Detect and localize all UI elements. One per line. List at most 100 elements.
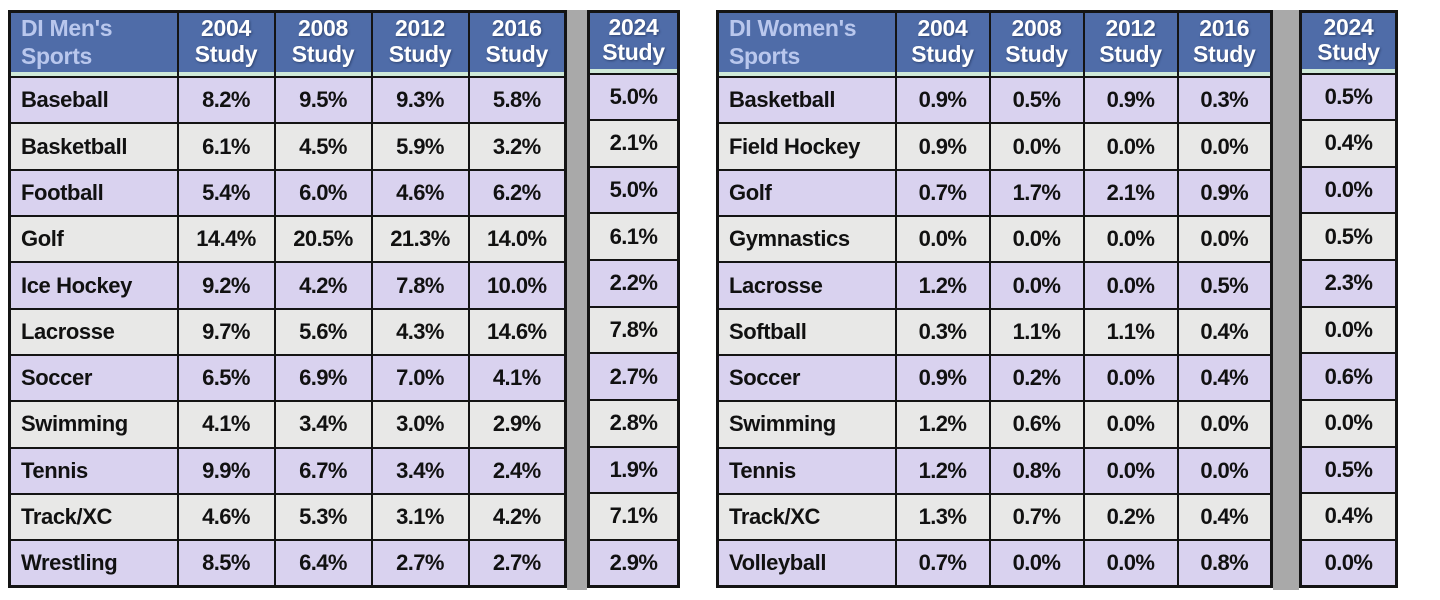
year-text: 2012 [1105, 15, 1156, 42]
value-cell: 6.5% [176, 353, 276, 403]
table-row: Baseball 8.2% 9.5% 9.3% 5.8% [8, 76, 567, 125]
year-text: 2004 [917, 15, 968, 42]
value-cell: 3.0% [370, 400, 470, 449]
value-cell: 7.0% [370, 353, 470, 403]
extra-value-cell: 0.4% [1299, 492, 1398, 541]
year-text: 2024 [608, 13, 659, 40]
extra-table-row: 6.1% [587, 212, 680, 261]
extra-table-row: 5.0% [587, 165, 680, 215]
sport-name-cell: Soccer [716, 353, 897, 403]
value-cell: 1.3% [894, 492, 991, 542]
value-cell: 6.4% [273, 539, 373, 588]
value-cell: 0.3% [1176, 76, 1273, 125]
study-text: Study [1193, 41, 1256, 68]
value-cell: 0.0% [894, 215, 991, 264]
table-row: Track/XC 1.3% 0.7% 0.2% 0.4% [716, 492, 1273, 542]
value-cell: 0.9% [1082, 76, 1179, 125]
value-cell: 8.2% [176, 76, 276, 125]
value-cell: 0.0% [988, 215, 1085, 264]
women-table-group: DI Women's Sports 2004 Study 2008 Study … [716, 10, 1398, 590]
table-row: Golf 14.4% 20.5% 21.3% 14.0% [8, 215, 567, 264]
table-row: Volleyball 0.7% 0.0% 0.0% 0.8% [716, 539, 1273, 588]
study-text: Study [485, 41, 549, 68]
men-col-2008: 2008 Study [273, 10, 373, 79]
extra-value-cell: 0.5% [1299, 72, 1398, 122]
table-row: Field Hockey 0.9% 0.0% 0.0% 0.0% [716, 122, 1273, 171]
extra-value-cell: 7.8% [587, 305, 680, 355]
table-row: Tennis 1.2% 0.8% 0.0% 0.0% [716, 446, 1273, 495]
value-cell: 2.7% [467, 539, 567, 588]
sport-name-cell: Football [8, 168, 179, 218]
value-cell: 3.1% [370, 492, 470, 542]
table-row: Softball 0.3% 1.1% 1.1% 0.4% [716, 307, 1273, 356]
extra-table-row: 0.4% [1299, 119, 1398, 168]
extra-value-cell: 2.1% [587, 119, 680, 168]
women-col-2016: 2016 Study [1176, 10, 1273, 79]
sport-name-cell: Track/XC [8, 492, 179, 542]
table-row: Golf 0.7% 1.7% 2.1% 0.9% [716, 168, 1273, 218]
women-separator-bar [1273, 10, 1299, 590]
study-text: Study [388, 41, 452, 68]
extra-value-cell: 6.1% [587, 212, 680, 261]
value-cell: 3.4% [370, 446, 470, 495]
women-table-title: DI Women's Sports [716, 10, 897, 79]
extra-table-row: 2.8% [587, 398, 680, 448]
value-cell: 8.5% [176, 539, 276, 588]
extra-table-row: 2.3% [1299, 259, 1398, 308]
men-main-table: DI Men's Sports 2004 Study 2008 Study 20… [8, 10, 567, 588]
sport-name-cell: Field Hockey [716, 122, 897, 171]
extra-table-row: 0.0% [1299, 305, 1398, 355]
value-cell: 0.6% [988, 400, 1085, 449]
value-cell: 4.2% [467, 492, 567, 542]
value-cell: 20.5% [273, 215, 373, 264]
value-cell: 0.2% [988, 353, 1085, 403]
extra-value-cell: 0.5% [1299, 445, 1398, 495]
extra-value-cell: 2.8% [587, 398, 680, 448]
value-cell: 5.3% [273, 492, 373, 542]
value-cell: 0.5% [1176, 261, 1273, 310]
extra-value-cell: 2.9% [587, 538, 680, 588]
extra-table-row: 1.9% [587, 445, 680, 495]
value-cell: 4.2% [273, 261, 373, 310]
women-2024-table: 2024 Study 0.5% 0.4% 0.0% 0.5% 2.3% 0.0% 0.6% 0… [1299, 10, 1398, 588]
table-row: Soccer 6.5% 6.9% 7.0% 4.1% [8, 353, 567, 403]
value-cell: 14.4% [176, 215, 276, 264]
women-col-2008: 2008 Study [988, 10, 1085, 79]
study-text: Study [602, 39, 665, 66]
men-col-2004: 2004 Study [176, 10, 276, 79]
extra-value-cell: 0.0% [1299, 305, 1398, 355]
sport-name-cell: Basketball [716, 76, 897, 125]
extra-value-cell: 0.6% [1299, 352, 1398, 401]
table-row: Lacrosse 9.7% 5.6% 4.3% 14.6% [8, 307, 567, 356]
extra-value-cell: 0.0% [1299, 165, 1398, 215]
value-cell: 9.3% [370, 76, 470, 125]
table-row: Basketball 0.9% 0.5% 0.9% 0.3% [716, 76, 1273, 125]
value-cell: 4.1% [467, 353, 567, 403]
value-cell: 0.4% [1176, 307, 1273, 356]
extra-value-cell: 2.2% [587, 259, 680, 308]
extra-table-row: 0.5% [1299, 212, 1398, 261]
year-text: 2008 [1011, 15, 1062, 42]
value-cell: 0.9% [894, 122, 991, 171]
table-row: Lacrosse 1.2% 0.0% 0.0% 0.5% [716, 261, 1273, 310]
sport-name-cell: Baseball [8, 76, 179, 125]
sport-name-cell: Gymnastics [716, 215, 897, 264]
extra-table-row: 0.4% [1299, 492, 1398, 541]
table-row: Soccer 0.9% 0.2% 0.0% 0.4% [716, 353, 1273, 403]
value-cell: 0.5% [988, 76, 1085, 125]
year-text: 2016 [1199, 15, 1250, 42]
extra-value-cell: 1.9% [587, 445, 680, 495]
value-cell: 3.2% [467, 122, 567, 171]
value-cell: 4.6% [176, 492, 276, 542]
table-row: Swimming 1.2% 0.6% 0.0% 0.0% [716, 400, 1273, 449]
extra-value-cell: 7.1% [587, 492, 680, 541]
sport-name-cell: Basketball [8, 122, 179, 171]
value-cell: 3.4% [273, 400, 373, 449]
value-cell: 0.0% [1082, 353, 1179, 403]
extra-table-row: 0.6% [1299, 352, 1398, 401]
women-col-2012: 2012 Study [1082, 10, 1179, 79]
value-cell: 14.0% [467, 215, 567, 264]
extra-table-row: 7.8% [587, 305, 680, 355]
extra-value-cell: 0.5% [1299, 212, 1398, 261]
